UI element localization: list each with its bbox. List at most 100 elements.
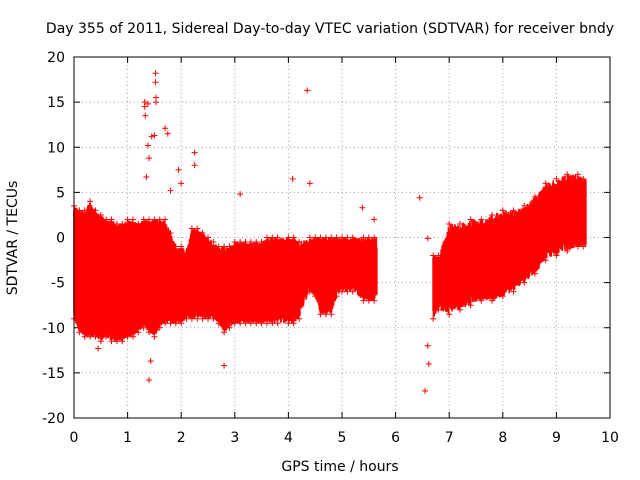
data-point: [247, 320, 254, 327]
data-point: [141, 103, 148, 110]
data-point: [188, 315, 195, 322]
data-point: [103, 216, 110, 223]
data-point: [97, 211, 104, 218]
data-point: [167, 320, 174, 327]
data-point: [92, 333, 99, 340]
data-point: [344, 288, 351, 295]
data-point: [312, 234, 319, 241]
data-point: [146, 155, 153, 162]
data-point: [124, 216, 131, 223]
x-tick-label: 8: [498, 430, 507, 446]
data-point: [144, 100, 151, 107]
data-point: [199, 315, 206, 322]
data-point: [263, 234, 270, 241]
x-tick-label: 7: [445, 430, 454, 446]
data-point: [312, 293, 319, 300]
data-point: [446, 220, 453, 227]
data-point: [242, 239, 249, 246]
x-tick-label: 10: [601, 430, 619, 446]
data-point: [108, 338, 115, 345]
data-point: [365, 234, 372, 241]
data-point: [285, 320, 292, 327]
data-point: [92, 207, 99, 214]
data-point: [87, 333, 94, 340]
data-point: [164, 130, 171, 137]
y-tick-label: 10: [47, 140, 65, 156]
data-point: [81, 333, 88, 340]
data-point: [231, 320, 238, 327]
data-point: [135, 220, 142, 227]
data-point: [97, 338, 104, 345]
data-point: [269, 320, 276, 327]
data-point: [499, 293, 506, 300]
data-point: [253, 239, 260, 246]
data-point: [162, 216, 169, 223]
data-point: [263, 320, 270, 327]
data-point: [564, 171, 571, 178]
data-point: [328, 234, 335, 241]
data-point: [339, 288, 345, 295]
data-point: [289, 175, 296, 182]
data-point: [237, 191, 244, 198]
y-tick-label: 0: [56, 231, 65, 247]
data-point: [574, 171, 581, 178]
data-point: [162, 125, 169, 132]
x-tick-label: 5: [338, 430, 347, 446]
data-point: [156, 324, 163, 331]
data-point: [489, 297, 496, 304]
data-point: [140, 324, 147, 331]
data-point: [221, 362, 228, 369]
x-tick-label: 6: [391, 430, 400, 446]
data-point: [333, 234, 340, 241]
data-point: [129, 333, 136, 340]
data-point: [430, 252, 437, 259]
data-point: [542, 180, 549, 187]
data-point: [371, 297, 378, 304]
data-point: [146, 216, 153, 223]
data-point: [237, 239, 244, 246]
y-tick-label: 5: [56, 185, 65, 201]
data-point: [113, 220, 120, 227]
data-point: [162, 320, 169, 327]
data-point: [76, 329, 83, 336]
data-point: [215, 243, 222, 250]
x-tick-label: 4: [284, 430, 293, 446]
data-point: [152, 79, 159, 86]
data-point: [349, 288, 356, 295]
data-point: [119, 338, 126, 345]
data-point: [322, 234, 329, 241]
data-point: [146, 377, 153, 384]
data-point: [194, 225, 201, 232]
data-point: [258, 320, 265, 327]
data-point: [467, 302, 474, 309]
data-point: [183, 248, 190, 255]
data-point: [274, 320, 281, 327]
data-point: [521, 279, 528, 286]
data-point: [205, 234, 211, 241]
data-point: [147, 358, 154, 365]
data-point: [124, 333, 131, 340]
data-point: [237, 320, 244, 327]
data-point: [226, 324, 233, 331]
data-point: [258, 239, 265, 246]
data-point: [296, 315, 303, 322]
data-point: [328, 311, 335, 318]
data-point: [167, 187, 174, 194]
data-point: [156, 216, 163, 223]
data-point: [322, 311, 329, 318]
data-point: [146, 329, 153, 336]
data-point: [285, 234, 292, 241]
data-point: [76, 207, 83, 214]
data-point: [242, 320, 249, 327]
data-point: [221, 329, 228, 336]
y-tick-label: 15: [47, 95, 65, 111]
data-point: [108, 216, 115, 223]
data-point: [553, 175, 560, 182]
data-point: [360, 297, 367, 304]
data-point: [151, 333, 158, 340]
data-point: [172, 320, 179, 327]
data-point: [199, 229, 206, 236]
data-point: [153, 99, 160, 106]
data-point: [119, 220, 126, 227]
y-tick-label: -15: [42, 366, 65, 382]
